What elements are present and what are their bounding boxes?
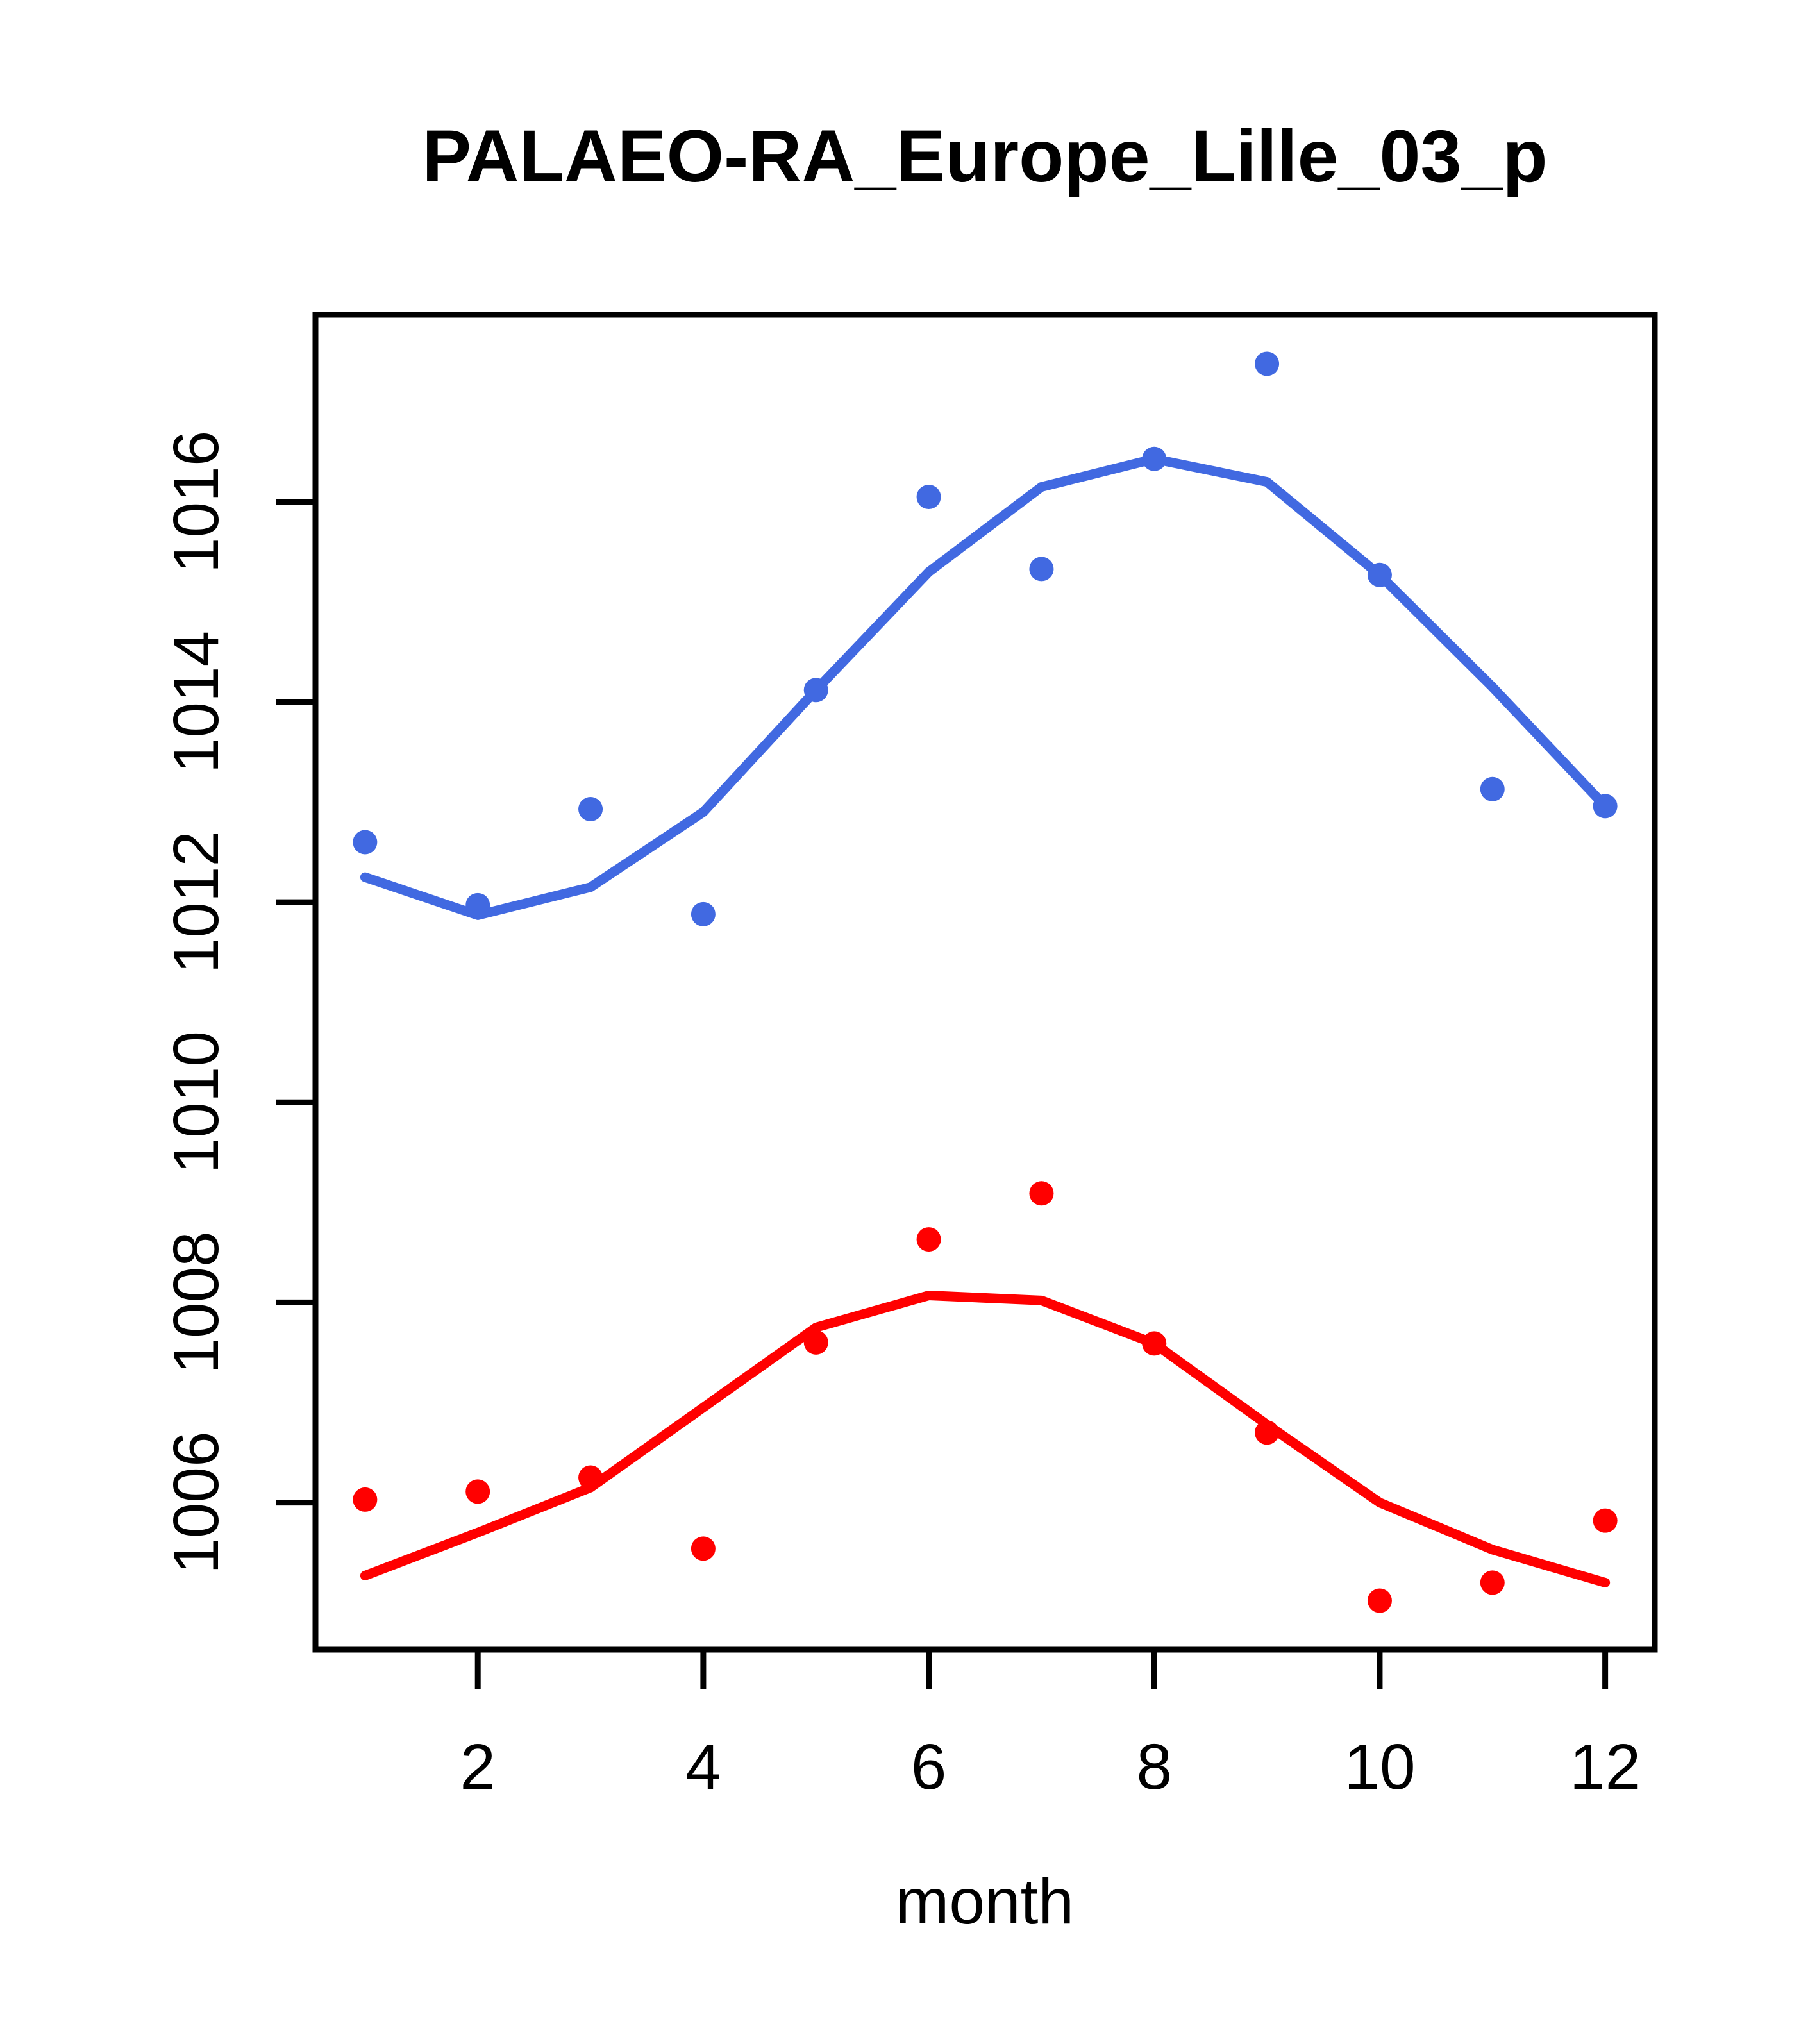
y-tick-label: 1010 xyxy=(160,1031,232,1173)
y-tick-label: 1014 xyxy=(160,631,232,773)
red-point xyxy=(1367,1588,1392,1613)
blue-point xyxy=(1029,557,1054,582)
blue-line xyxy=(360,454,1611,920)
blue-point xyxy=(465,892,490,917)
blue-point xyxy=(1255,351,1280,376)
x-tick-label: 8 xyxy=(1136,1731,1172,1803)
plot-box xyxy=(312,312,1658,1653)
x-tick-label: 2 xyxy=(460,1731,496,1803)
x-tick-label: 4 xyxy=(685,1731,721,1803)
y-tick-label: 1008 xyxy=(160,1231,232,1373)
blue-point xyxy=(1593,794,1618,819)
red-point xyxy=(691,1536,716,1561)
x-tick-label: 12 xyxy=(1570,1731,1641,1803)
blue-point xyxy=(1367,562,1392,587)
x-tick-label: 10 xyxy=(1344,1731,1415,1803)
red-point xyxy=(1255,1420,1280,1445)
blue-point xyxy=(578,796,603,821)
red-line xyxy=(360,1291,1611,1587)
red-point xyxy=(1593,1508,1618,1533)
x-tick-label: 6 xyxy=(911,1731,947,1803)
y-tick-label: 1006 xyxy=(160,1431,232,1573)
blue-point xyxy=(1142,446,1167,471)
chart-title: PALAEO-RA_Europe_Lille_03_p xyxy=(422,115,1547,197)
blue-point xyxy=(916,485,941,510)
blue-point xyxy=(353,830,378,855)
red-point xyxy=(1480,1570,1505,1595)
x-axis-label: month xyxy=(896,1866,1074,1938)
red-point xyxy=(1029,1181,1054,1206)
y-tick-label: 1012 xyxy=(160,831,232,973)
red-point xyxy=(465,1479,490,1504)
y-tick-label: 1016 xyxy=(160,431,232,573)
blue-point xyxy=(1480,776,1505,801)
blue-point xyxy=(691,901,716,926)
red-point xyxy=(578,1465,603,1490)
red-point xyxy=(803,1330,828,1355)
red-point xyxy=(916,1227,941,1252)
red-point xyxy=(353,1487,378,1512)
red-point xyxy=(1142,1331,1167,1356)
blue-point xyxy=(803,678,828,703)
